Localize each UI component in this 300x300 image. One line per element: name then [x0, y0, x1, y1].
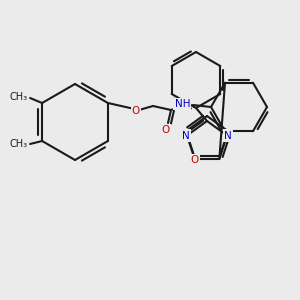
Text: O: O — [162, 125, 170, 135]
Text: O: O — [190, 155, 199, 165]
Text: NH: NH — [175, 99, 190, 109]
Text: CH₃: CH₃ — [10, 139, 28, 149]
Text: N: N — [224, 130, 232, 140]
Text: CH₃: CH₃ — [10, 92, 28, 102]
Text: O: O — [132, 106, 140, 116]
Text: N: N — [182, 130, 190, 140]
